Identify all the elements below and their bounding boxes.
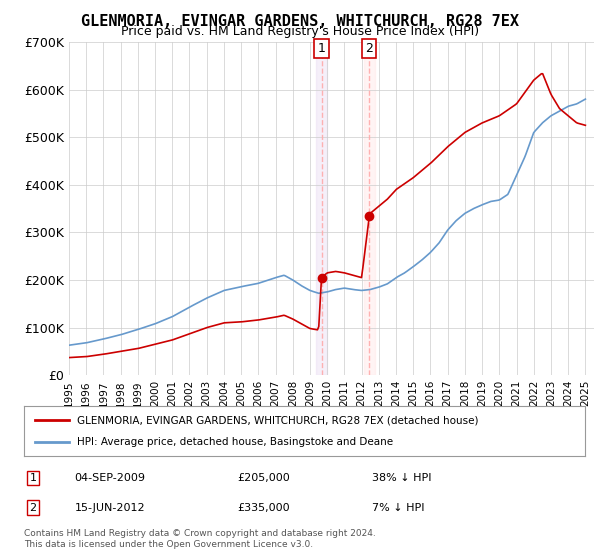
- Text: 04-SEP-2009: 04-SEP-2009: [74, 473, 145, 483]
- Text: HPI: Average price, detached house, Basingstoke and Deane: HPI: Average price, detached house, Basi…: [77, 437, 394, 447]
- Text: £335,000: £335,000: [237, 502, 290, 512]
- Text: 2: 2: [29, 502, 37, 512]
- Text: £205,000: £205,000: [237, 473, 290, 483]
- Text: GLENMORIA, EVINGAR GARDENS, WHITCHURCH, RG28 7EX: GLENMORIA, EVINGAR GARDENS, WHITCHURCH, …: [81, 14, 519, 29]
- Text: 1: 1: [29, 473, 37, 483]
- Text: 1: 1: [317, 42, 325, 55]
- Bar: [316, 42, 326, 375]
- Text: 7% ↓ HPI: 7% ↓ HPI: [372, 502, 424, 512]
- Bar: [364, 42, 374, 375]
- Text: 2: 2: [365, 42, 373, 55]
- Text: GLENMORIA, EVINGAR GARDENS, WHITCHURCH, RG28 7EX (detached house): GLENMORIA, EVINGAR GARDENS, WHITCHURCH, …: [77, 415, 479, 425]
- Text: Contains HM Land Registry data © Crown copyright and database right 2024.
This d: Contains HM Land Registry data © Crown c…: [24, 529, 376, 549]
- Text: Price paid vs. HM Land Registry's House Price Index (HPI): Price paid vs. HM Land Registry's House …: [121, 25, 479, 38]
- Text: 15-JUN-2012: 15-JUN-2012: [74, 502, 145, 512]
- Text: 38% ↓ HPI: 38% ↓ HPI: [372, 473, 431, 483]
